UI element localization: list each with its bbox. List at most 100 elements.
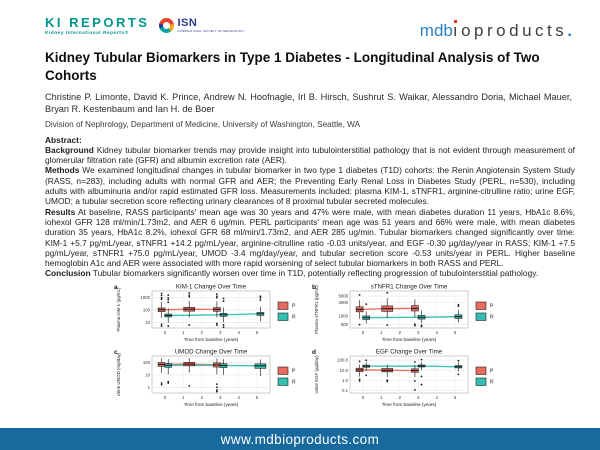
svg-text:KIM-1 Change Over Time: KIM-1 Change Over Time	[176, 283, 247, 290]
mdb-logo-period: .	[567, 21, 572, 40]
svg-text:4: 4	[435, 330, 438, 335]
abstract-background-label: Background	[45, 144, 94, 155]
figure-grid: 10 100 1000 0 1 2 3 4 5 Time from baseline (years…	[112, 281, 600, 410]
svg-text:1.0: 1.0	[342, 378, 349, 383]
svg-text:R: R	[490, 379, 494, 385]
abstract-heading: Abstract:	[45, 134, 82, 145]
svg-text:2: 2	[399, 330, 402, 335]
svg-text:d: d	[312, 349, 316, 356]
svg-text:5000: 5000	[338, 293, 348, 298]
mdbioproducts-logo: mdbı oproducts.	[419, 20, 572, 40]
mdb-logo-i: ı	[452, 20, 462, 40]
svg-text:2: 2	[399, 395, 402, 400]
svg-text:R: R	[292, 314, 296, 320]
svg-text:500: 500	[341, 322, 349, 327]
abstract-background: Background Kidney tubular biomarker tren…	[45, 145, 575, 166]
isn-wordmark-wrap: ISN INTERNATIONAL SOCIETY OF NEPHROLOGY	[177, 18, 244, 33]
svg-text:1: 1	[148, 384, 151, 389]
svg-text:Urine EGF (µg/day): Urine EGF (µg/day)	[314, 355, 319, 394]
isn-ring-icon	[159, 18, 175, 33]
svg-text:100.0: 100.0	[337, 357, 348, 362]
abstract-background-text: Kidney tubular biomarker trends may prov…	[45, 144, 575, 166]
ki-reports-subtitle: Kidney International Reports®	[45, 31, 129, 36]
svg-text:a: a	[114, 284, 118, 291]
mdb-logo-i-stem: ı	[452, 21, 462, 40]
svg-text:R: R	[292, 379, 296, 385]
abstract-block: Abstract: Background Kidney tubular biom…	[45, 135, 575, 279]
svg-text:2: 2	[201, 395, 204, 400]
svg-text:5: 5	[256, 395, 259, 400]
svg-text:10.0: 10.0	[340, 367, 349, 372]
svg-text:100: 100	[143, 307, 151, 312]
footer-url: www.mdbioproducts.com	[220, 431, 380, 447]
svg-text:Time from baseline (years): Time from baseline (years)	[184, 402, 239, 407]
svg-text:10: 10	[145, 319, 150, 324]
svg-text:Plasma sTNFR1 (pg/mL): Plasma sTNFR1 (pg/mL)	[314, 284, 319, 333]
footer-banner: www.mdbioproducts.com	[0, 428, 600, 450]
svg-text:3: 3	[219, 330, 222, 335]
authors-line: Christine P. Limonte, David K. Prince, A…	[45, 91, 572, 114]
page-header: KI REPORTS Kidney International Reports®…	[0, 0, 600, 39]
figure-panel-b: 500 1000 3000 5000 0 1 2 3 4 5 Time from baseline …	[310, 281, 508, 345]
abstract-results-text: At baseline, RASS participants' mean age…	[45, 206, 575, 269]
svg-text:R: R	[490, 314, 494, 320]
svg-text:UMOD Change Over Time: UMOD Change Over Time	[175, 348, 248, 355]
svg-text:0: 0	[362, 330, 365, 335]
isn-logo: ISN INTERNATIONAL SOCIETY OF NEPHROLOGY	[159, 18, 245, 33]
svg-text:2: 2	[201, 330, 204, 335]
ki-reports-wordmark: KI REPORTS	[45, 15, 150, 30]
svg-text:0: 0	[362, 395, 365, 400]
svg-text:1: 1	[182, 330, 185, 335]
svg-text:3: 3	[417, 395, 420, 400]
svg-text:0: 0	[164, 330, 167, 335]
abstract-conclusion: Conclusion Tubular biomarkers significan…	[45, 268, 575, 278]
figure-panel-c: 1 10 100 0 1 2 3 4 5 Time from baseline (years) Ur…	[112, 346, 310, 410]
isn-wordmark: ISN	[177, 17, 198, 30]
svg-text:P: P	[292, 303, 296, 309]
svg-text:P: P	[490, 368, 494, 374]
mdb-logo-red-dot-icon	[453, 20, 457, 23]
svg-text:P: P	[490, 303, 494, 309]
svg-text:5: 5	[454, 395, 457, 400]
svg-text:1000: 1000	[140, 294, 150, 299]
page-title: Kidney Tubular Biomarkers in Type 1 Diab…	[45, 50, 540, 83]
svg-text:4: 4	[237, 330, 240, 335]
svg-text:1000: 1000	[338, 313, 348, 318]
svg-text:4: 4	[435, 395, 438, 400]
svg-text:0.1: 0.1	[342, 388, 349, 393]
affiliation-line: Division of Nephrology, Department of Me…	[45, 119, 361, 129]
ki-reports-logo: KI REPORTS Kidney International Reports®	[45, 16, 149, 36]
abstract-methods-label: Methods	[45, 165, 80, 176]
svg-text:5: 5	[454, 330, 457, 335]
svg-text:Time from baseline (years): Time from baseline (years)	[184, 337, 239, 342]
svg-text:EGF Change Over Time: EGF Change Over Time	[376, 348, 443, 355]
abstract-results: Results At baseline, RASS participants' …	[45, 207, 575, 269]
svg-text:Urine UMOD (mg/day): Urine UMOD (mg/day)	[116, 352, 121, 396]
abstract-methods: Methods We examined longitudinal changes…	[45, 165, 575, 206]
figure-panel-d: 0.1 1.0 10.0 100.0 0 1 2 3 4 5 Time from baseline …	[310, 346, 508, 410]
svg-text:1: 1	[182, 395, 185, 400]
abstract-conclusion-label: Conclusion	[45, 268, 91, 279]
mdb-logo-prefix: mdb	[419, 21, 453, 40]
mdb-logo-rest: oproducts	[461, 21, 568, 40]
svg-text:sTNFR1 Change Over Time: sTNFR1 Change Over Time	[371, 283, 448, 290]
svg-text:b: b	[312, 284, 316, 291]
abstract-conclusion-text: Tubular biomarkers significantly worsen …	[90, 268, 539, 279]
svg-text:10: 10	[145, 372, 150, 377]
svg-text:1: 1	[380, 395, 383, 400]
isn-subtitle: INTERNATIONAL SOCIETY OF NEPHROLOGY	[177, 29, 245, 34]
svg-text:Plasma KIM-1 (pg/mL): Plasma KIM-1 (pg/mL)	[116, 287, 121, 331]
svg-text:P: P	[292, 368, 296, 374]
svg-text:5: 5	[256, 330, 259, 335]
abstract-results-label: Results	[45, 206, 76, 217]
svg-text:3: 3	[219, 395, 222, 400]
svg-text:Time from baseline (years): Time from baseline (years)	[382, 337, 437, 342]
figure-panel-a: 10 100 1000 0 1 2 3 4 5 Time from baseline (years…	[112, 281, 310, 345]
svg-text:4: 4	[237, 395, 240, 400]
svg-text:3000: 3000	[338, 300, 348, 305]
svg-text:c: c	[114, 349, 118, 356]
abstract-methods-text: We examined longitudinal changes in tubu…	[45, 165, 575, 207]
svg-text:100: 100	[143, 359, 151, 364]
svg-text:3: 3	[417, 330, 420, 335]
